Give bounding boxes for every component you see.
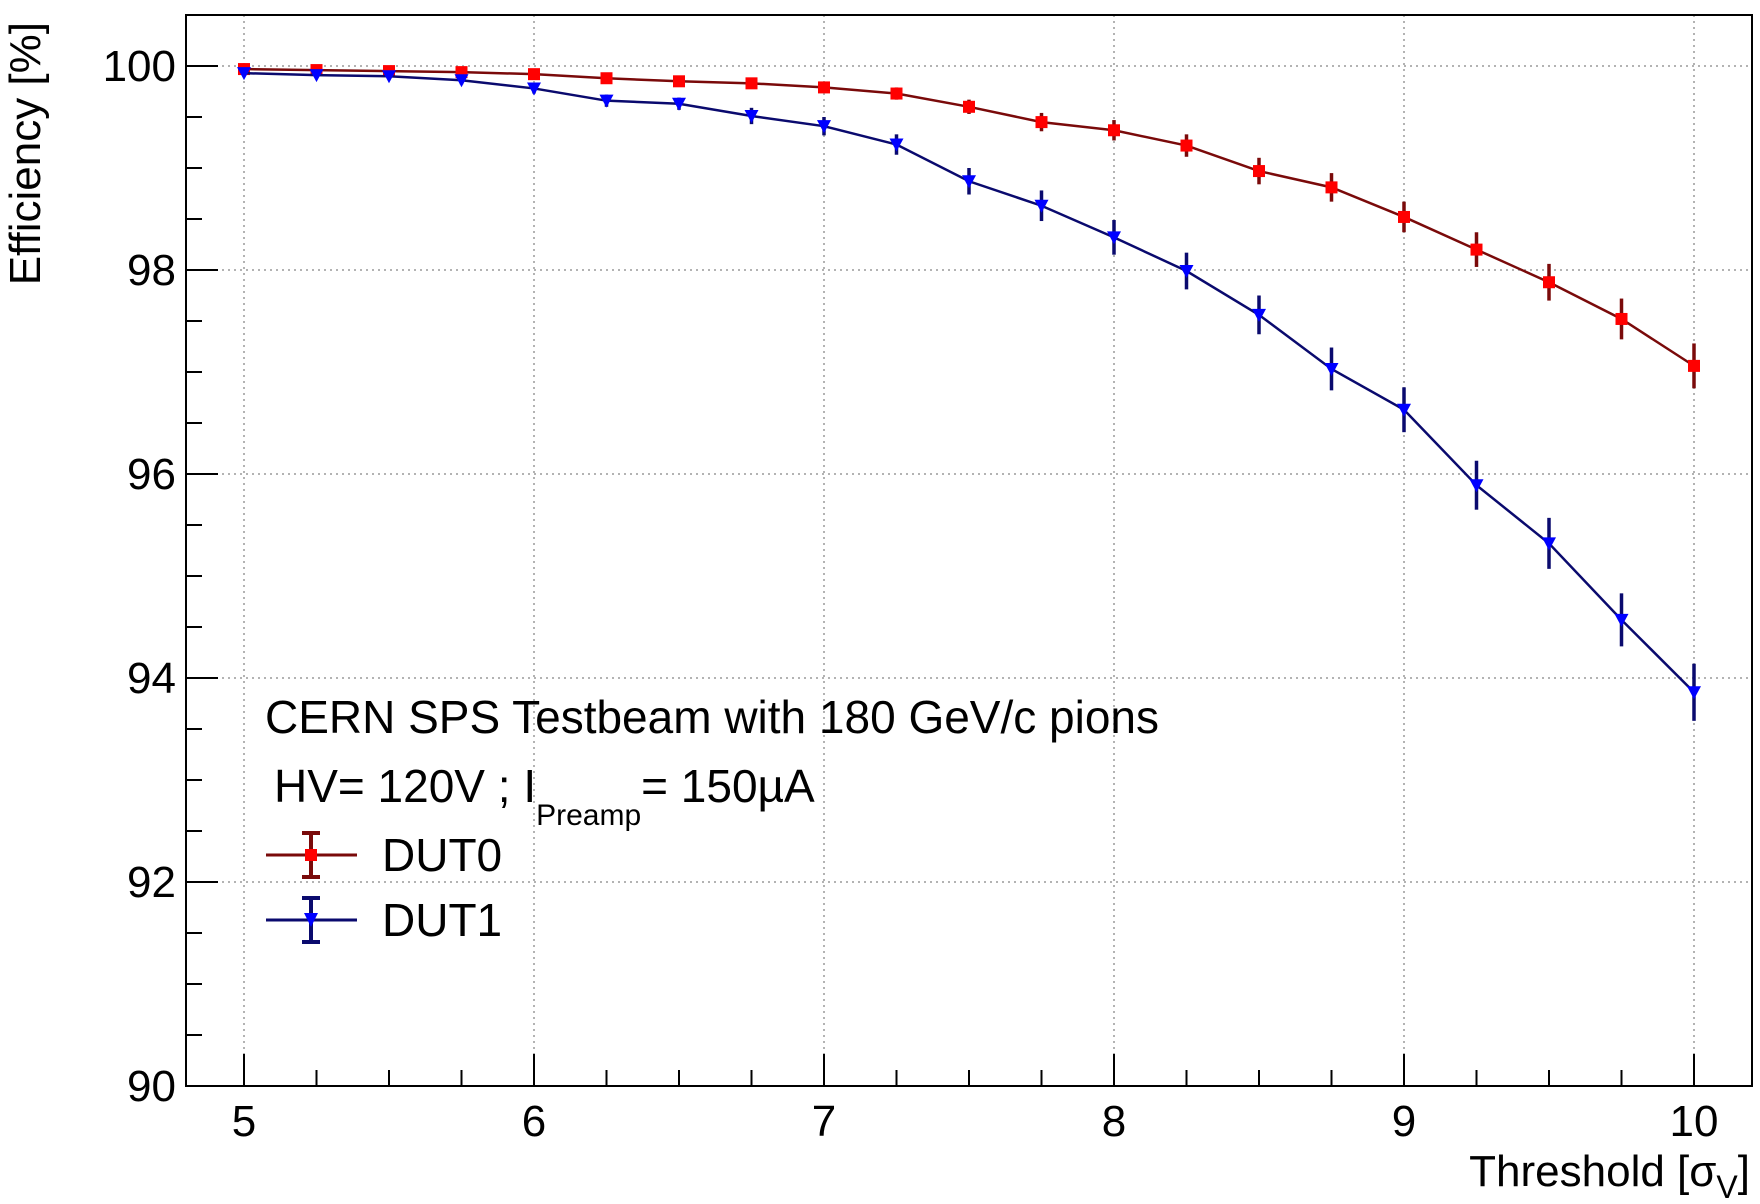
data-point-dut0 xyxy=(1035,116,1048,129)
x-axis-title-subscript: V xyxy=(1716,1169,1738,1204)
y-tick-label: 100 xyxy=(103,42,176,91)
data-series xyxy=(237,63,1701,721)
data-point-dut0 xyxy=(818,81,830,94)
data-point-dut1 xyxy=(889,138,904,152)
data-point-dut1 xyxy=(1469,479,1484,493)
data-point-dut1 xyxy=(309,69,324,83)
data-point-dut0 xyxy=(1688,359,1700,372)
data-point-dut0 xyxy=(890,87,903,100)
series-dut0 xyxy=(238,63,1700,389)
annotation-settings: HV= 120V ; IPreamp= 150µA xyxy=(274,760,815,832)
data-point-dut1 xyxy=(1324,362,1339,376)
data-point-dut1 xyxy=(1252,308,1266,322)
data-point-dut1 xyxy=(1034,199,1049,213)
x-tick-label: 7 xyxy=(812,1097,836,1146)
data-point-dut1 xyxy=(672,97,686,111)
data-point-dut0 xyxy=(1543,276,1555,289)
data-point-dut0 xyxy=(528,68,540,81)
data-point-dut1 xyxy=(382,70,396,84)
axes: 5 6 7 8 9 10 90 92 94 96 98 100 xyxy=(103,14,1753,1146)
data-point-dut0 xyxy=(1180,139,1193,152)
data-point-dut0 xyxy=(600,72,613,85)
data-point-dut1 xyxy=(744,109,759,123)
data-point-dut1 xyxy=(1179,265,1194,279)
data-point-dut0 xyxy=(963,100,975,113)
data-point-dut1 xyxy=(599,94,614,108)
data-point-dut0 xyxy=(1398,210,1410,223)
legend: DUT0 DUT1 xyxy=(266,829,502,946)
data-point-dut0 xyxy=(1325,181,1338,194)
data-point-dut0 xyxy=(745,77,758,90)
legend-entry-dut1: DUT1 xyxy=(266,894,502,946)
data-point-dut1 xyxy=(1542,537,1556,551)
x-axis-title-close: ] xyxy=(1738,1147,1750,1196)
data-point-dut1 xyxy=(454,74,469,88)
annotation-testbeam: CERN SPS Testbeam with 180 GeV/c pions xyxy=(265,691,1159,743)
legend-marker-dut0 xyxy=(305,849,317,861)
data-point-dut0 xyxy=(1253,165,1265,178)
grid-lines xyxy=(186,15,1752,1087)
x-tick-label: 5 xyxy=(232,1097,256,1146)
data-point-dut1 xyxy=(1614,613,1629,627)
data-point-dut1 xyxy=(817,120,831,134)
data-point-dut1 xyxy=(1687,686,1701,700)
y-tick-label: 98 xyxy=(127,246,176,295)
y-tick-label: 92 xyxy=(127,858,176,907)
series-dut1 xyxy=(237,67,1701,721)
data-point-dut0 xyxy=(673,75,685,88)
data-point-dut0 xyxy=(1470,243,1483,256)
y-axis-title: Efficiency [%] xyxy=(1,22,50,285)
series-line-dut1 xyxy=(243,71,1695,694)
legend-label-dut1: DUT1 xyxy=(382,894,502,946)
annotation-settings-end: = 150µA xyxy=(641,760,815,812)
x-tick-label: 6 xyxy=(522,1097,546,1146)
data-point-dut1 xyxy=(237,67,251,81)
legend-entry-dut0: DUT0 xyxy=(266,829,502,881)
x-tick-label: 10 xyxy=(1670,1097,1719,1146)
x-axis-title: Threshold [σV] xyxy=(1469,1147,1750,1204)
data-point-dut0 xyxy=(1615,312,1628,325)
y-tick-label: 96 xyxy=(127,450,176,499)
data-point-dut1 xyxy=(1397,403,1411,417)
data-point-dut0 xyxy=(1108,124,1120,137)
data-point-dut1 xyxy=(527,82,541,96)
data-point-dut1 xyxy=(1107,231,1121,245)
y-tick-label: 90 xyxy=(127,1062,176,1111)
x-tick-label: 8 xyxy=(1102,1097,1126,1146)
data-point-dut1 xyxy=(962,175,976,189)
legend-marker-dut1 xyxy=(304,913,318,927)
annotation-settings-subscript: Preamp xyxy=(536,799,641,832)
legend-label-dut0: DUT0 xyxy=(382,829,502,881)
x-tick-label: 9 xyxy=(1392,1097,1416,1146)
y-tick-label: 94 xyxy=(127,654,176,703)
annotation-settings-main: HV= 120V ; I xyxy=(274,760,536,812)
